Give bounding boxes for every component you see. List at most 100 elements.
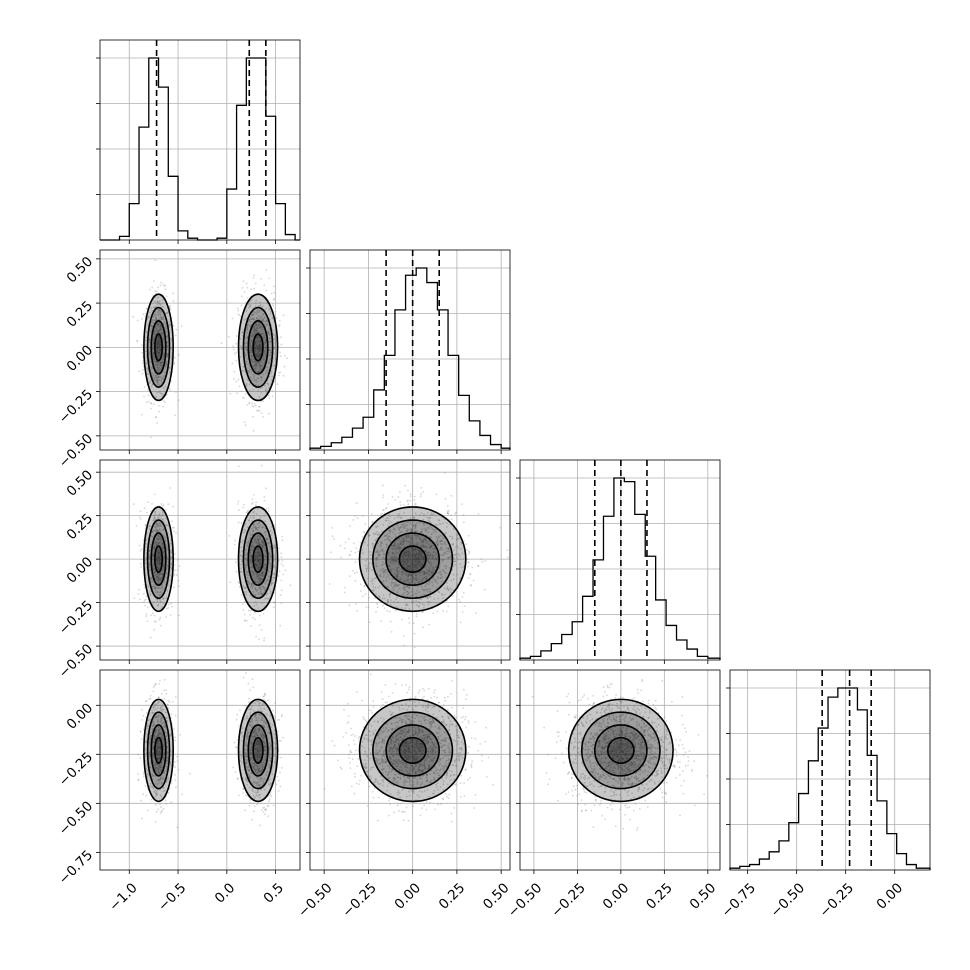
scatter-point (157, 739, 160, 742)
scatter-point (376, 533, 379, 536)
scatter-point (158, 329, 161, 331)
scatter-point (265, 347, 267, 350)
scatter-point (156, 345, 159, 348)
scatter-point (284, 354, 286, 357)
scatter-point (158, 513, 161, 516)
scatter-point (156, 721, 159, 723)
scatter-point (401, 525, 404, 528)
scatter-point (426, 512, 429, 514)
scatter-point (401, 571, 403, 573)
scatter-point (393, 559, 396, 562)
scatter-point (248, 383, 251, 386)
scatter-point (268, 333, 270, 336)
scatter-point (420, 539, 423, 542)
scatter-point (250, 555, 253, 558)
scatter-point (153, 319, 156, 322)
scatter-point (396, 572, 399, 575)
scatter-point (280, 336, 282, 338)
scatter-point (252, 317, 255, 320)
scatter-point (155, 544, 158, 546)
scatter-point (250, 355, 253, 358)
scatter-point (261, 733, 264, 736)
scatter-point (254, 554, 257, 557)
scatter-point (159, 590, 162, 593)
scatter-point (157, 529, 159, 532)
scatter-point (261, 764, 264, 766)
scatter-point (259, 323, 262, 326)
scatter-point (254, 702, 257, 705)
scatter-point (174, 779, 177, 781)
scatter-point (265, 770, 268, 773)
scatter-point (261, 585, 263, 587)
scatter-point (244, 758, 247, 761)
scatter-point (257, 355, 260, 357)
scatter-point (249, 689, 251, 691)
scatter-point (160, 539, 163, 542)
scatter-point (423, 572, 425, 575)
scatter-point (451, 537, 454, 540)
scatter-point (378, 532, 380, 534)
scatter-point (162, 354, 165, 357)
contour-line (143, 698, 174, 803)
scatter-point (256, 377, 259, 380)
scatter-point (260, 748, 263, 751)
contour-line (143, 506, 174, 613)
scatter-point (271, 317, 274, 320)
scatter-point (171, 750, 173, 753)
scatter-point (265, 289, 268, 292)
scatter-point (259, 343, 261, 346)
scatter-point (393, 555, 396, 558)
scatter-point (261, 768, 264, 771)
contour-line (252, 333, 264, 362)
scatter-point (270, 292, 273, 295)
scatter-point (158, 683, 161, 685)
scatter-point (456, 537, 459, 540)
scatter-point (158, 750, 161, 753)
scatter-point (157, 336, 160, 338)
scatter-point (233, 377, 235, 380)
scatter-point (165, 759, 168, 762)
scatter-point (371, 521, 374, 524)
scatter-point (250, 583, 253, 586)
scatter-point (280, 579, 283, 582)
scatter-point (255, 716, 258, 719)
scatter-point (162, 355, 165, 358)
scatter-point (156, 538, 159, 541)
scatter-point (395, 557, 398, 559)
scatter-point (253, 735, 256, 738)
scatter-point (415, 558, 418, 560)
scatter-point (161, 809, 164, 812)
scatter-point (154, 376, 157, 379)
scatter-point (157, 557, 160, 560)
scatter-point (159, 281, 162, 284)
scatter-point (156, 754, 159, 756)
scatter-point (140, 318, 143, 320)
scatter-point (270, 340, 273, 343)
scatter-point (264, 534, 267, 536)
scatter-point (154, 305, 157, 308)
scatter-point (272, 709, 274, 712)
scatter-point (257, 371, 259, 374)
scatter-point (251, 735, 254, 738)
scatter-point (260, 580, 262, 583)
scatter-point (353, 572, 356, 574)
scatter-point (273, 291, 276, 294)
scatter-point (282, 374, 285, 377)
scatter-point (428, 555, 431, 558)
scatter-point (154, 737, 156, 740)
scatter-point (239, 751, 242, 753)
scatter-point (247, 682, 250, 685)
scatter-point (155, 541, 158, 543)
scatter-point (392, 568, 395, 571)
scatter-point (167, 603, 170, 606)
scatter-point (164, 385, 167, 388)
scatter-point (274, 558, 277, 561)
scatter-point (251, 766, 254, 768)
scatter-point (162, 786, 165, 789)
scatter-point (154, 300, 157, 303)
scatter-point (153, 614, 156, 617)
scatter-point (271, 389, 274, 392)
scatter-point (407, 579, 410, 581)
scatter-point (258, 311, 260, 313)
scatter-point (163, 521, 166, 524)
